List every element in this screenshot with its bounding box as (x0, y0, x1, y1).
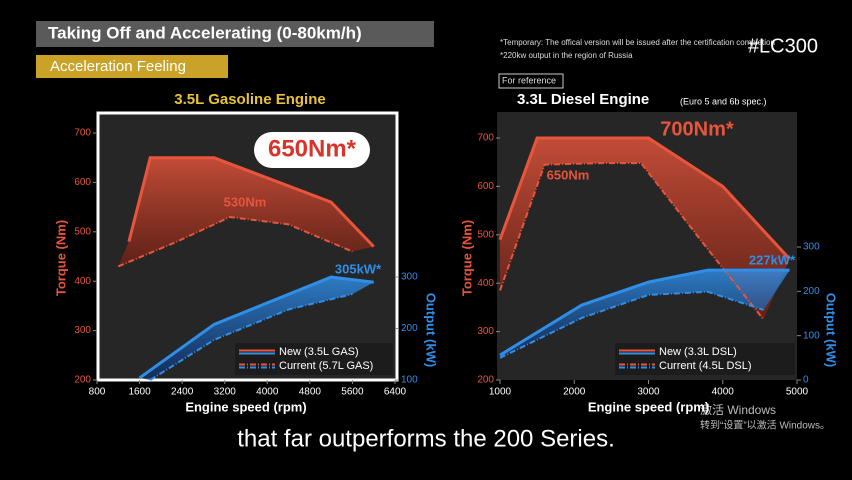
annotation: 650Nm* (268, 135, 357, 162)
y-tick-label: 300 (74, 325, 91, 336)
legend-box (235, 343, 393, 375)
annotation: 530Nm (224, 194, 267, 209)
header-subtitle: Acceleration Feeling (50, 58, 186, 75)
x-tick-label: 1600 (128, 387, 151, 398)
x-tick-label: 4000 (256, 387, 279, 398)
legend-label: Current (5.7L GAS) (279, 360, 373, 372)
tag: #LC300 (748, 35, 818, 57)
y-tick-label: 400 (477, 278, 494, 289)
series-line (498, 136, 791, 261)
chart-subtitle: (Euro 5 and 6b spec.) (680, 96, 767, 106)
chart-title: 3.3L Diesel Engine (517, 91, 649, 108)
y-tick-label: 200 (74, 375, 91, 386)
y-tick-label: 300 (477, 326, 494, 337)
band-fill (139, 277, 374, 380)
x-tick-label: 4000 (712, 387, 735, 398)
y2-axis-label: Output (kW) (424, 293, 439, 367)
legend-label: Current (4.5L DSL) (659, 360, 752, 372)
y-tick-label: 700 (74, 128, 91, 139)
x-tick-label: 2000 (563, 387, 586, 398)
y2-tick-label: 300 (401, 272, 418, 283)
x-tick-label: 3000 (637, 387, 660, 398)
legend-box (615, 343, 795, 375)
y2-tick-label: 200 (803, 286, 820, 297)
header-title: Taking Off and Accelerating (0-80km/h) (48, 23, 362, 42)
series-line (499, 268, 790, 357)
annotation: 227kW* (749, 252, 796, 267)
series-line (499, 290, 764, 359)
band-fill (118, 157, 374, 267)
series-line (138, 275, 374, 380)
y-tick-label: 400 (74, 276, 91, 287)
annotation: 305kW* (335, 261, 382, 276)
series-line (117, 215, 353, 268)
annotation-pill (254, 132, 370, 168)
y-tick-label: 200 (477, 375, 494, 386)
header-bar (36, 21, 434, 47)
x-tick-label: 3200 (214, 387, 237, 398)
badge: For reference (502, 75, 556, 85)
y-tick-label: 700 (477, 133, 494, 144)
y-axis-label: Torque (Nm) (53, 220, 68, 296)
series-line (127, 156, 375, 248)
annotation: 650Nm (547, 167, 590, 182)
x-axis-label: Engine speed (rpm) (185, 399, 306, 414)
y-tick-label: 600 (477, 181, 494, 192)
y2-tick-label: 100 (803, 330, 820, 341)
series-line (499, 162, 765, 321)
x-tick-label: 2400 (171, 387, 194, 398)
y2-axis-label: Output (kW) (824, 293, 839, 367)
watermark: 激活 Windows (700, 403, 776, 417)
note: *Temporary: The offical version will be … (500, 38, 775, 47)
x-axis-label: Engine speed (rpm) (588, 399, 709, 414)
badge-box (498, 73, 564, 89)
y2-tick-label: 300 (803, 242, 820, 253)
y2-tick-label: 200 (401, 323, 418, 334)
x-tick-label: 6400 (384, 387, 407, 398)
caption: that far outperforms the 200 Series. (237, 425, 615, 452)
x-tick-label: 800 (89, 387, 106, 398)
watermark: 转到“设置”以激活 Windows。 (700, 419, 830, 432)
note: *220kw output in the region of Russia (500, 51, 633, 60)
x-tick-label: 4800 (299, 387, 322, 398)
y-axis-label: Torque (Nm) (459, 220, 474, 296)
series-line (149, 293, 353, 381)
x-tick-label: 5600 (341, 387, 364, 398)
y2-tick-label: 100 (401, 375, 418, 386)
x-tick-label: 5000 (786, 387, 809, 398)
annotation: 700Nm* (660, 118, 734, 140)
x-tick-label: 1000 (489, 387, 512, 398)
band-fill (500, 270, 790, 358)
subtitle-bar (36, 55, 228, 78)
y-tick-label: 500 (477, 229, 494, 240)
legend-label: New (3.3L DSL) (659, 346, 737, 358)
legend-label: New (3.5L GAS) (279, 346, 359, 358)
y-tick-label: 500 (74, 226, 91, 237)
y-tick-label: 600 (74, 177, 91, 188)
chart-title: 3.5L Gasoline Engine (174, 91, 325, 108)
y2-tick-label: 0 (803, 375, 809, 386)
